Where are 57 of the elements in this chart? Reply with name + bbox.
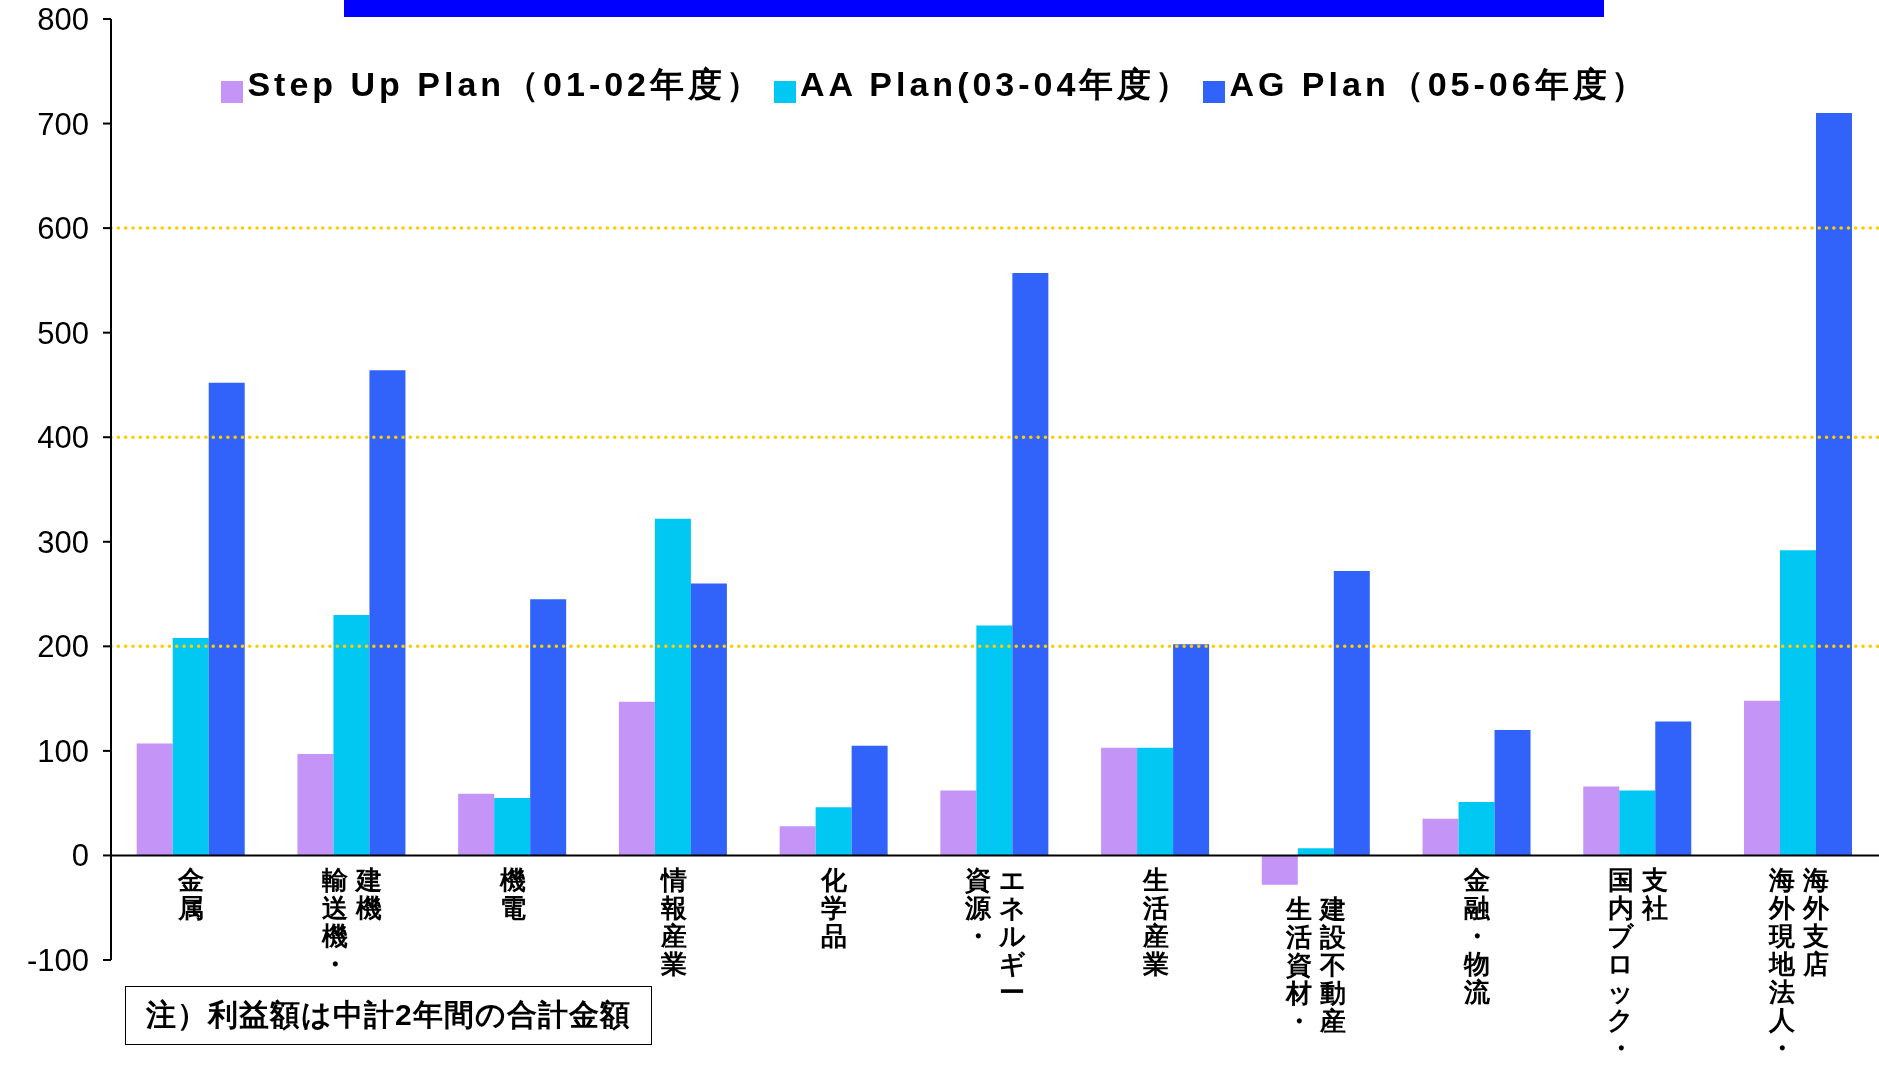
x-tick-label: 金融・物流	[1463, 864, 1492, 1007]
bar	[136, 743, 173, 856]
bar	[1422, 818, 1459, 856]
y-tick-label: 200	[37, 629, 89, 665]
bar	[369, 370, 406, 856]
bar	[1583, 786, 1620, 856]
y-tick-label: 300	[37, 524, 89, 560]
bar	[1655, 721, 1692, 856]
bar	[779, 826, 816, 856]
bar	[851, 745, 888, 856]
y-tick-label: -100	[26, 943, 89, 979]
bar	[1173, 644, 1210, 856]
y-tick-label: 400	[37, 420, 89, 456]
x-tick-label: 化学品	[820, 864, 849, 951]
category-label: 海外現地法人・海外支店	[1768, 864, 1829, 1063]
bar	[1333, 571, 1370, 856]
bar	[172, 637, 209, 856]
y-tick-label: 100	[37, 733, 89, 769]
bar	[458, 793, 495, 856]
bar	[1779, 550, 1816, 856]
bar	[1743, 700, 1780, 856]
y-tick-label: 0	[71, 838, 89, 874]
bar	[690, 583, 727, 856]
y-tick-label: 800	[37, 2, 89, 38]
bar	[815, 807, 852, 856]
x-tick-label: 資源・エネルギー	[964, 864, 1026, 1007]
bar	[494, 797, 531, 856]
bar	[333, 614, 370, 856]
text: 注）利益額は中計2年間の合計金額	[125, 986, 652, 1045]
legend-label: AG Plan（05-06年度）	[1229, 65, 1649, 103]
bar	[530, 599, 567, 856]
bar	[1619, 790, 1656, 856]
x-tick-label: 金属	[177, 864, 205, 923]
y-tick-label: 600	[37, 211, 89, 247]
bar	[1012, 273, 1049, 856]
bar	[1815, 113, 1852, 856]
x-tick-label: 機電	[498, 864, 526, 923]
bar	[1101, 747, 1138, 856]
bar	[1137, 747, 1174, 856]
bar	[1494, 729, 1531, 856]
bar	[654, 518, 691, 856]
y-tick-label: 700	[37, 106, 89, 142]
bar	[297, 754, 334, 856]
bar	[618, 701, 655, 856]
bar	[208, 382, 245, 856]
x-tick-label: 情報産業	[658, 864, 687, 979]
legend-label: Step Up Plan（01-02年度）	[247, 65, 765, 103]
category-label: 生活資材・建設不動産	[1286, 894, 1347, 1037]
bar	[940, 790, 977, 856]
category-label: 国内ブロック・支社	[1607, 864, 1668, 1063]
category-label: 輸送機・建機	[322, 864, 383, 979]
y-tick-label: 500	[37, 315, 89, 351]
legend-label: AA Plan(03-04年度）	[800, 65, 1194, 103]
bar	[976, 625, 1013, 856]
bar	[1458, 802, 1495, 856]
bar	[1261, 855, 1298, 885]
x-tick-label: 生活産業	[1141, 864, 1169, 979]
